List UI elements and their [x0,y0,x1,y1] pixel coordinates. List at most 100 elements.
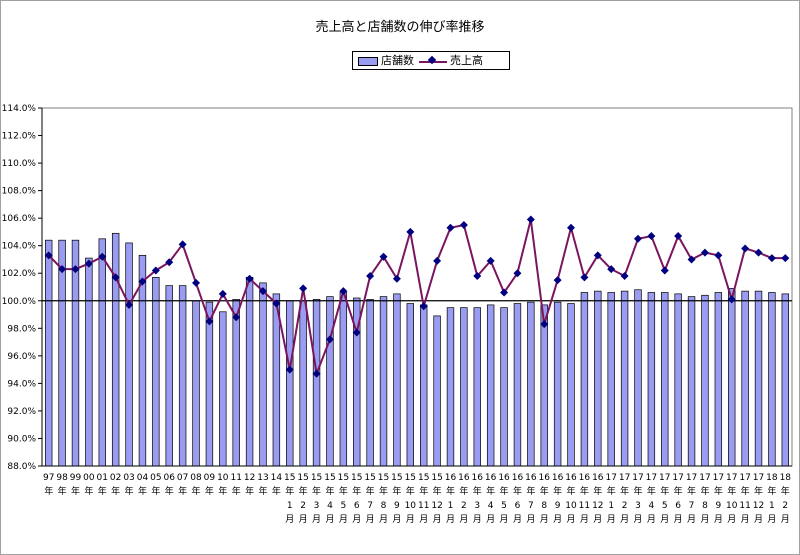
legend-label-sales: 売上高 [450,54,483,67]
bar-stores [71,239,80,467]
x-tick-label: 年 [553,485,562,497]
bar-stores [232,299,240,467]
x-tick-label: 年 [593,485,602,497]
x-tick-label: 6 [675,501,681,511]
bar-stores [111,232,120,467]
point-sales [674,232,683,241]
x-tick-label: 08 [190,473,202,483]
x-tick-label: 1 [448,501,454,511]
y-tick-label: 110.0% [2,159,37,169]
x-tick-label: 5 [340,501,346,511]
bar-stores [473,307,481,467]
x-tick-label: 1 [769,501,775,511]
x-tick-label: 06 [164,473,176,483]
point-sales [178,240,187,249]
point-sales [620,271,629,280]
x-tick-label: 年 [98,485,107,497]
bar-stores [781,293,790,467]
x-tick-label: 12 [244,473,255,483]
legend-line-swatch [419,56,447,67]
bar-stores [339,292,348,467]
point-sales [151,266,160,275]
bar-stores [406,303,415,467]
point-sales [700,248,709,257]
x-tick-label: 年 [245,485,254,497]
point-sales [580,273,589,282]
point-sales [111,273,120,282]
bar-stores [567,303,575,467]
x-tick-label: 17 [686,473,697,483]
x-tick-label: 年 [272,485,281,497]
x-tick-label: 月 [647,514,656,525]
bar-stores [85,257,93,467]
x-tick-label: 2 [300,501,306,511]
x-tick-label: 年 [620,485,629,497]
bar-stores [58,239,66,467]
y-tick-label: 106.0% [2,214,37,224]
point-sales [165,258,174,267]
x-tick-label: 年 [714,485,723,497]
x-tick-label: 年 [754,485,763,497]
x-tick-label: 月 [593,514,602,525]
y-tick-label: 104.0% [2,242,37,252]
x-tick-label: 月 [339,514,348,525]
x-tick-label: 18 [780,473,792,483]
x-tick-label: 年 [540,485,549,497]
x-tick-label: 3 [314,501,320,511]
x-tick-label: 17 [699,473,710,483]
x-tick-label: 17 [753,473,764,483]
bar-stores [527,301,535,467]
x-tick-label: 2 [461,501,467,511]
x-tick-label: 15 [338,473,349,483]
bar-stores [580,292,589,467]
x-tick-label: 15 [364,473,375,483]
y-tick-label: 98.0% [7,324,36,334]
legend-label-stores: 店舗数 [381,54,414,67]
x-tick-label: 16 [485,473,497,483]
bar-stores [620,290,629,467]
x-tick-label: 4 [649,501,655,511]
point-sales [379,252,388,261]
x-tick-label: 11 [230,473,241,483]
x-tick-label: 15 [284,473,295,483]
x-tick-label: 年 [151,485,160,497]
x-tick-label: 07 [177,473,188,483]
bar-stores [460,307,468,467]
x-tick-label: 09 [204,473,216,483]
point-sales [205,317,214,326]
bar-stores [178,285,187,467]
x-tick-label: 16 [539,473,551,483]
bar-stores [486,304,495,467]
x-tick-label: 月 [299,514,308,525]
x-tick-label: 月 [567,514,576,525]
x-tick-label: 17 [726,473,737,483]
x-tick-label: 3 [635,501,641,511]
x-tick-label: 15 [418,473,429,483]
x-tick-label: 月 [633,514,642,525]
x-tick-label: 18 [766,473,778,483]
x-tick-label: 年 [700,485,709,497]
bar-stores [540,304,548,467]
point-sales [58,265,67,274]
x-tick-label: 年 [580,485,589,497]
x-tick-label: 2 [622,501,628,511]
x-tick-label: 年 [674,485,683,497]
x-tick-label: 年 [138,485,147,497]
x-tick-label: 年 [607,485,616,497]
bar-stores [312,299,321,467]
point-sales [633,234,642,243]
point-sales [433,256,442,265]
point-sales [218,289,227,298]
bar-stores [152,277,160,467]
bar-stores [192,300,200,467]
x-tick-label: 月 [446,514,455,525]
y-tick-label: 96.0% [7,352,36,362]
x-tick-label: 月 [741,514,750,525]
point-sales [593,251,602,260]
x-tick-label: 年 [647,485,656,497]
y-tick-label: 94.0% [7,379,36,389]
point-sales [767,254,776,263]
point-sales [553,276,562,285]
x-tick-label: 15 [351,473,362,483]
bar-stores [553,301,562,467]
